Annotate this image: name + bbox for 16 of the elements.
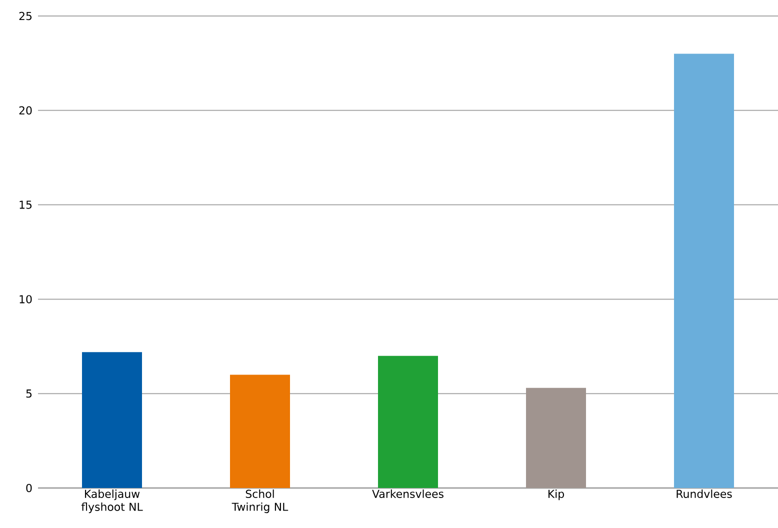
y-tick-label: 20 (19, 106, 32, 115)
x-tick-label: Varkensvlees (372, 490, 444, 498)
y-tick-label: 15 (20, 200, 32, 209)
x-tick-label: Schol Twinrig NL (232, 490, 288, 514)
bar (230, 374, 290, 488)
x-tick-label: Kabeljauw flyshoot NL (81, 490, 143, 514)
y-tick-label: 10 (20, 295, 32, 304)
y-tick-label: 0 (26, 484, 32, 492)
bar (82, 352, 142, 488)
y-tick-label: 5 (26, 390, 32, 398)
bar (674, 54, 734, 488)
y-tick-label: 25 (19, 12, 32, 20)
bar (526, 388, 586, 488)
x-tick-label: Rundvlees (676, 490, 732, 498)
x-tick-label: Kip (548, 490, 564, 500)
bar (378, 356, 438, 488)
